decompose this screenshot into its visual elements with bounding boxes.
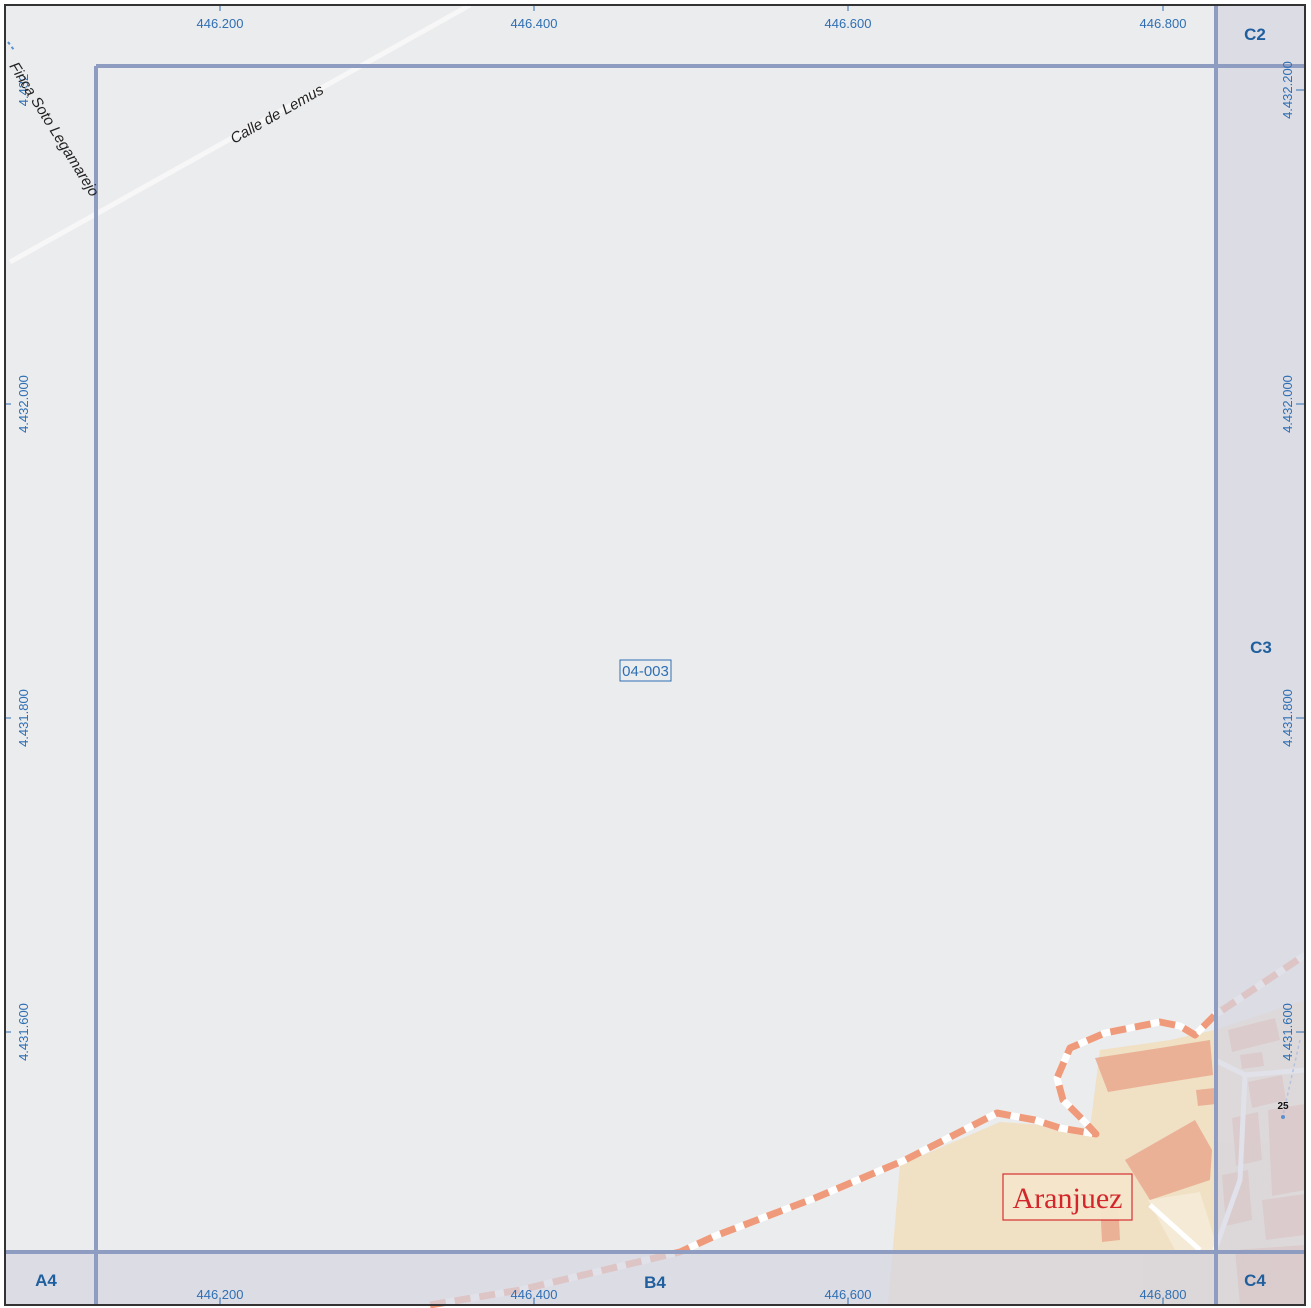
easting-label-bottom: 446.600 xyxy=(825,1287,872,1302)
map-background xyxy=(5,5,1305,1305)
northing-label-right: 4.432.000 xyxy=(1280,375,1295,433)
easting-label-top: 446.400 xyxy=(511,16,558,31)
northing-label-right: 4.432.200 xyxy=(1280,61,1295,119)
neighbor-sheet-tint xyxy=(5,5,1305,1305)
northing-label-left: 4.431.800 xyxy=(16,689,31,747)
easting-label-top: 446.600 xyxy=(825,16,872,31)
easting-label-bottom: 446.800 xyxy=(1140,1287,1187,1302)
road-number-label: 25 xyxy=(1277,1101,1289,1112)
easting-label-top: 446.800 xyxy=(1140,16,1187,31)
northing-label-left: 4.432.000 xyxy=(16,375,31,433)
grid-cell-label-a4[interactable]: A4 xyxy=(35,1271,57,1290)
map-frame xyxy=(4,4,1306,1306)
sheet-id-box xyxy=(619,659,672,682)
grid-cell-label-b4[interactable]: B4 xyxy=(644,1273,666,1292)
town-label: Aranjuez xyxy=(1013,1182,1123,1215)
northing-label-left: 4.431.600 xyxy=(16,1003,31,1061)
grid-cell-label-c3[interactable]: C3 xyxy=(1250,638,1272,657)
easting-label-bottom: 446.200 xyxy=(197,1287,244,1302)
northing-label-right: 4.431.600 xyxy=(1280,1003,1295,1061)
northing-label-left: 4.432 xyxy=(16,74,31,107)
grid-cell-label-c4[interactable]: C4 xyxy=(1244,1271,1266,1290)
road-marker-dot xyxy=(1281,1115,1285,1119)
easting-label-bottom: 446.400 xyxy=(511,1287,558,1302)
sheet-id-label: 04-003 xyxy=(622,663,669,680)
northing-label-right: 4.431.800 xyxy=(1280,689,1295,747)
sheet-grid xyxy=(5,5,1305,1305)
easting-label-top: 446.200 xyxy=(197,16,244,31)
grid-cell-label-c2[interactable]: C2 xyxy=(1244,25,1266,44)
calle-de-lemus-road xyxy=(8,2,472,265)
town-label-box xyxy=(1002,1173,1133,1221)
waterway xyxy=(7,41,15,51)
municipal-boundary xyxy=(429,952,1307,1308)
